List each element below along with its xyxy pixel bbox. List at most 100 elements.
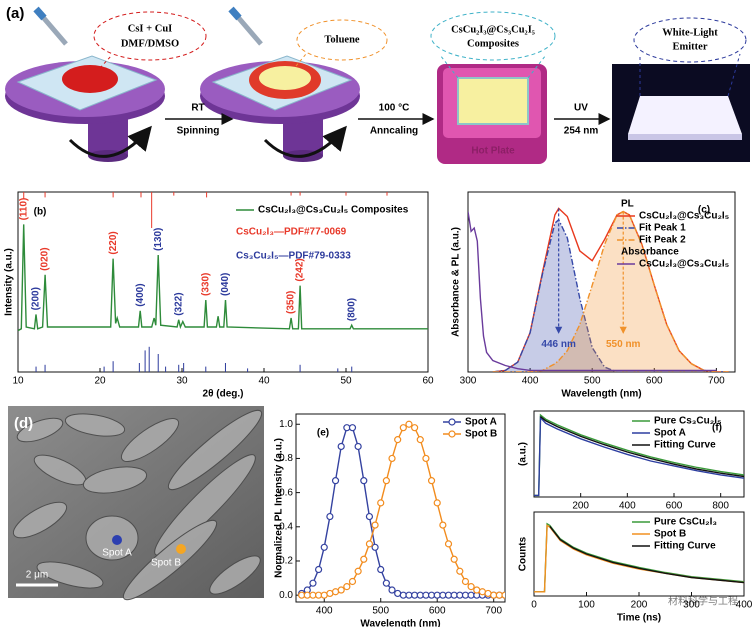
x-tick-label: 400 (736, 600, 753, 611)
legend-label: CsCu₂I₃@Cs₃Cu₂I₅ (639, 259, 730, 270)
x-tick-label: 400 (316, 606, 333, 617)
data-point (444, 540, 453, 548)
data-point (365, 512, 374, 521)
y-tick-label: 0.0 (279, 590, 293, 601)
peak-label: (040) (220, 273, 231, 296)
peak-label: 550 nm (606, 339, 641, 350)
data-point (343, 583, 351, 591)
x-tick-label: 200 (572, 501, 589, 512)
legend-label: CsCu₂I₃@Cs₃Cu₂I₅ (639, 211, 730, 222)
data-point (456, 567, 464, 575)
panel-label: (e) (317, 428, 329, 439)
plot-area (534, 522, 744, 593)
x-tick-label: 700 (485, 606, 502, 617)
data-point (388, 586, 396, 594)
spin-coater (200, 6, 388, 162)
callout-text: White-Light (662, 27, 718, 38)
panel-label: (a) (6, 5, 24, 22)
x-tick-label: 600 (646, 376, 663, 387)
data-point (399, 424, 407, 432)
data-point (427, 477, 436, 485)
legend-label: CsCu₂I₃@Cs₃Cu₂I₅ Composites (258, 205, 409, 216)
spin-coater (5, 6, 207, 162)
peak-label: (800) (346, 298, 357, 321)
arrow-label: 100 °C (379, 103, 410, 114)
x-tick-label: 600 (429, 606, 446, 617)
chart: 400 500 600 700 0.0 0.2 0.4 0.6 0.8 1.0 Wavelength… (274, 413, 506, 627)
data-point (416, 436, 424, 444)
x-tick-label: 200 (631, 600, 648, 611)
data-point (309, 579, 317, 587)
plot-frame (295, 413, 506, 603)
plate-label: Hot Plate (471, 146, 515, 157)
series-line (534, 524, 744, 593)
peak-label: (110) (18, 198, 29, 221)
series-line (468, 211, 717, 372)
spot-label: Spot A (102, 548, 132, 559)
panel-a: (a) CsI + CuI DMF/DMSO Toluene CsCu₂I₃@C… (5, 5, 750, 164)
data-point (382, 579, 390, 587)
legend-label: Spot A (465, 417, 497, 428)
arrow-label: UV (574, 103, 588, 114)
y-axis-title: Counts (518, 536, 529, 571)
scale-bar-label: 2 μm (26, 570, 48, 581)
x-tick-label: 700 (708, 376, 725, 387)
y-tick-label: 0.8 (279, 453, 293, 464)
callout-text: Toluene (324, 34, 360, 45)
arrow-label: Anncaling (370, 126, 418, 137)
callout-text: CsCu₂I₃@Cs₃Cu₂I₅ (451, 24, 535, 35)
series-line (492, 218, 729, 372)
series-line (18, 224, 428, 332)
x-tick-label: 10 (12, 376, 24, 387)
panel-label: (f) (712, 423, 722, 434)
x-tick-label: 800 (712, 501, 729, 512)
data-point (371, 521, 379, 529)
arrow-label: Spinning (177, 126, 220, 137)
legend-marker (448, 430, 456, 438)
x-tick-label: 0 (531, 600, 537, 611)
arrow-label: RT (191, 103, 204, 114)
x-tick-label: 400 (522, 376, 539, 387)
series-line (549, 525, 744, 584)
series-line (534, 413, 744, 497)
callout-text: Emitter (673, 41, 708, 52)
y-axis-title: Intensity (a.u.) (4, 248, 15, 316)
legend-label: CsCu₂I₃—PDF#77-0069 (236, 227, 347, 238)
peak-label: (322) (173, 292, 184, 315)
data-point (360, 555, 368, 563)
x-axis-title: Wavelength (nm) (360, 619, 440, 627)
spot-label: Spot B (151, 558, 181, 569)
panel-label: (c) (698, 205, 710, 216)
y-axis-title: Normalized PL Intensity (a.u.) (274, 438, 285, 578)
x-tick-label: 40 (258, 376, 270, 387)
data-point (354, 442, 362, 451)
x-tick-label: 50 (340, 376, 352, 387)
plot-area (534, 413, 744, 497)
callout-text: CsI + CuI (128, 23, 173, 34)
arrow-label: 254 nm (564, 126, 599, 137)
data-point (314, 565, 323, 574)
panel-label: (b) (34, 207, 47, 218)
callout-text: DMF/DMSO (121, 38, 179, 49)
data-point (377, 565, 385, 574)
emitter-photo (612, 17, 750, 162)
data-point (326, 512, 334, 521)
data-point (388, 454, 396, 463)
legend-label: Pure CsCu₂I₃ (654, 517, 717, 528)
data-point (467, 583, 475, 591)
x-tick-label: 20 (94, 376, 106, 387)
plot-frame (17, 191, 429, 373)
peak-label: (020) (40, 247, 51, 270)
chart: 0 100 200 300 400 Time (ns) Counts Pure CsCu₂I₃… (518, 511, 753, 624)
data-point (433, 499, 441, 507)
fit-area (492, 219, 729, 372)
x-axis-title: Time (ns) (617, 613, 661, 624)
x-axis-title: 2θ (deg.) (203, 389, 244, 400)
legend-label: Spot B (465, 429, 497, 440)
x-tick-label: 30 (176, 376, 188, 387)
peak-label: (200) (31, 287, 42, 310)
data-point (450, 555, 458, 563)
legend-label: Fitting Curve (654, 440, 716, 451)
